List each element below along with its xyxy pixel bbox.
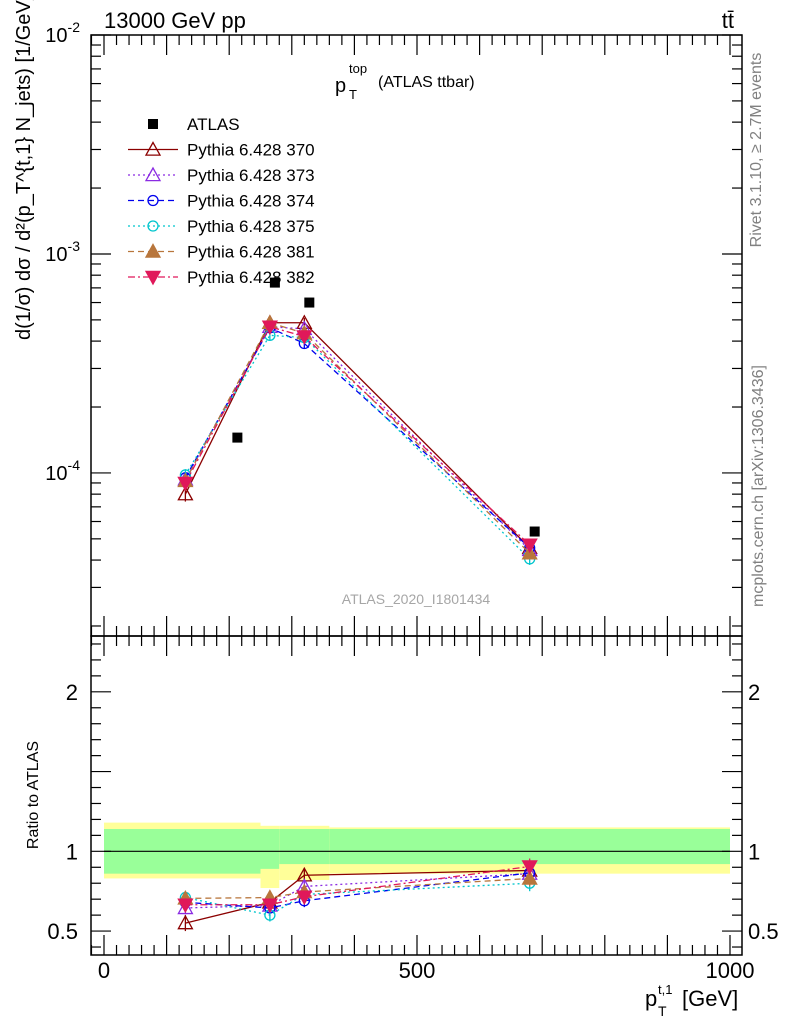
- main-y-tick-label: 10-2: [45, 19, 80, 47]
- x-axis-label: p T t,1 [GeV]: [645, 982, 738, 1019]
- ratio-band-green: [329, 828, 730, 865]
- title-tail: (ATLAS ttbar): [378, 74, 475, 91]
- legend-marker: [144, 166, 162, 182]
- legend-label: Pythia 6.428 382: [187, 268, 315, 287]
- main-series-point: [177, 476, 194, 492]
- ratio-y-tick-label: 0.5: [47, 919, 78, 944]
- x-tick-label: 1000: [706, 958, 755, 983]
- ratio-series-line: [185, 877, 530, 900]
- ratio-series-group: [177, 858, 538, 932]
- main-y-axis-label: d(1/σ) dσ / d²(p_T^{t,1} N_jets) [1/GeV]: [13, 0, 35, 340]
- x-label-sub: T: [658, 1003, 667, 1019]
- legend-marker: [147, 194, 159, 207]
- legend-marker: [147, 220, 159, 232]
- ratio-series-point: [177, 898, 194, 914]
- legend-label: Pythia 6.428 374: [187, 192, 315, 211]
- energy-label: 13000 GeV pp: [104, 8, 246, 33]
- ratio-series-point: [261, 898, 278, 914]
- x-label-sup: t,1: [658, 982, 672, 997]
- mcplots-reference-label: mcplots.cern.ch [arXiv:1306.3436]: [750, 365, 767, 607]
- rivet-version-label: Rivet 3.1.10, ≥ 2.7M events: [748, 53, 765, 248]
- ratio-series-line: [185, 882, 530, 916]
- main-series-line: [184, 326, 531, 551]
- ratio-series-point: [177, 914, 194, 930]
- ratio-series-point: [521, 870, 538, 885]
- atlas-data-points: [232, 277, 540, 537]
- ratio-y-axis-label: Ratio to ATLAS: [25, 741, 42, 849]
- main-series-line: [184, 326, 531, 549]
- legend-marker: [144, 141, 162, 156]
- main-series-line: [184, 334, 531, 560]
- title-main: p: [335, 75, 346, 97]
- main-y-tick-label: 10-3: [45, 238, 80, 266]
- main-series-line: [184, 322, 531, 549]
- atlas-data-point: [269, 277, 280, 288]
- legend-label: Pythia 6.428 373: [187, 166, 315, 185]
- ratio-series-point: [521, 860, 538, 875]
- x-tick-label: 500: [399, 958, 436, 983]
- ratio-y-tick-label: 2: [66, 680, 78, 705]
- legend-marker-atlas: [148, 119, 158, 129]
- main-y-tick-label: 10-4: [45, 457, 80, 485]
- plot-title: p top T (ATLAS ttbar): [335, 61, 475, 102]
- ratio-y-tick-label-right: 1: [748, 839, 760, 864]
- ratio-series-line: [185, 869, 530, 924]
- ratio-y-axis-ticks: 0.5 0.5 1 1 2 2: [47, 643, 779, 948]
- x-axis-ticks: 0 500 1000: [90, 35, 755, 983]
- legend-marker: [144, 270, 162, 286]
- legend-label: Pythia 6.428 381: [187, 243, 315, 262]
- ratio-series-line: [185, 873, 530, 909]
- x-tick-label: 0: [98, 958, 110, 983]
- main-series-point: [296, 330, 313, 345]
- ratio-y-tick-label-right: 0.5: [748, 919, 779, 944]
- legend: ATLAS Pythia 6.428 370 Pythia 6.428 373 Pyt…: [128, 115, 315, 287]
- main-series-point: [177, 485, 194, 501]
- main-series-line: [184, 326, 531, 546]
- main-series-point: [261, 320, 278, 336]
- main-y-axis-ticks: 10-2 10-3 10-4: [45, 19, 742, 627]
- ratio-uncertainty-bands: [104, 822, 730, 889]
- ratio-series-point: [296, 890, 313, 906]
- ratio-band-green: [260, 828, 280, 869]
- legend-label-atlas: ATLAS: [187, 115, 240, 134]
- ratio-band-green: [279, 828, 330, 865]
- title-sub: T: [349, 87, 357, 102]
- legend-marker: [144, 243, 162, 258]
- legend-label: Pythia 6.428 370: [187, 141, 315, 160]
- main-series-point: [521, 538, 538, 554]
- process-label: tt̄: [722, 8, 734, 33]
- x-label-unit: [GeV]: [682, 986, 738, 1011]
- legend-label: Pythia 6.428 375: [187, 217, 315, 236]
- x-label-main: p: [645, 986, 657, 1011]
- main-series-line: [184, 322, 531, 554]
- ratio-y-tick-label: 1: [66, 839, 78, 864]
- ratio-y-tick-label-right: 2: [748, 680, 760, 705]
- ratio-series-point: [177, 899, 194, 915]
- main-series-group: [177, 314, 538, 565]
- analysis-watermark: ATLAS_2020_I1801434: [342, 591, 491, 607]
- atlas-data-point: [529, 526, 540, 537]
- title-sup: top: [349, 61, 367, 76]
- atlas-data-point: [304, 297, 315, 308]
- atlas-data-point: [232, 432, 243, 443]
